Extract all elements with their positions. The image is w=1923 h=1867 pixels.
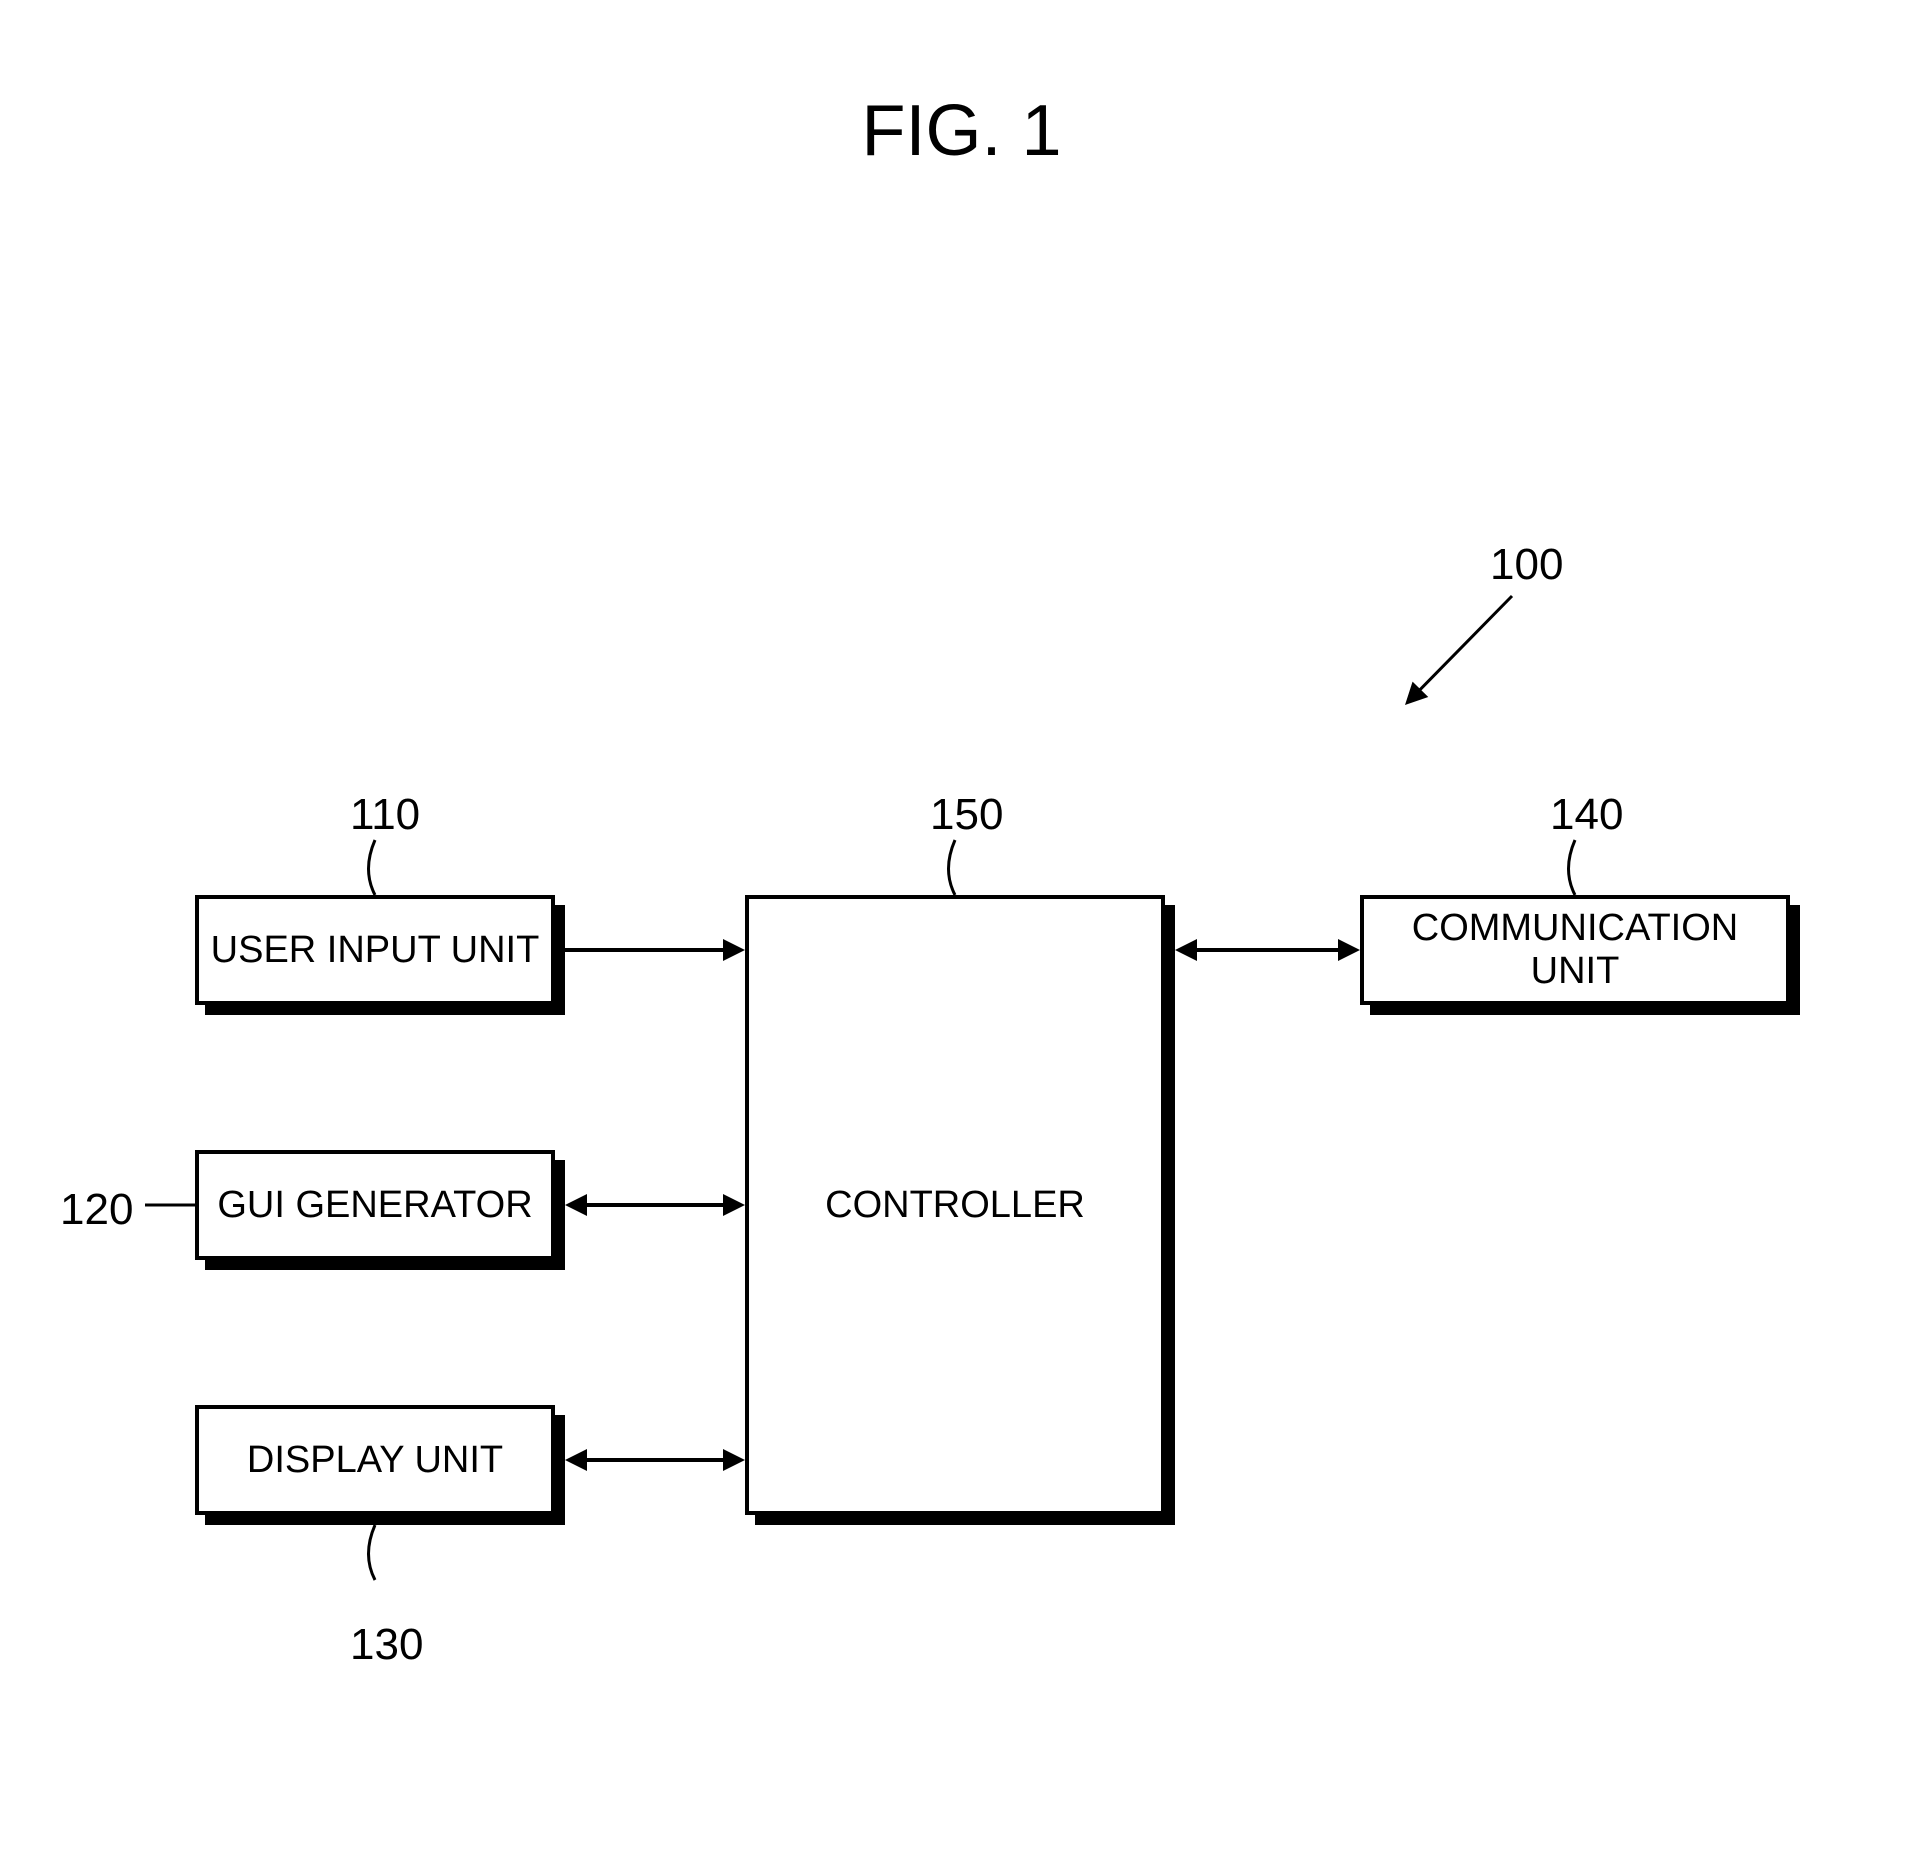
ref-label-140: 140 — [1550, 790, 1623, 840]
block-gui-generator: GUI GENERATOR — [195, 1150, 555, 1260]
ref-label-100: 100 — [1490, 540, 1563, 590]
ref-label-120: 120 — [60, 1185, 133, 1235]
block-gui-generator-label: GUI GENERATOR — [217, 1184, 532, 1227]
block-user-input-unit-label: USER INPUT UNIT — [211, 929, 540, 972]
block-display-unit-label: DISPLAY UNIT — [247, 1439, 503, 1482]
block-controller-label: CONTROLLER — [825, 1184, 1085, 1227]
diagram-canvas: FIG. 1 100 USER INPUT UNIT 110 GUI GENER… — [0, 0, 1923, 1867]
figure-title: FIG. 1 — [0, 90, 1923, 172]
block-communication-unit: COMMUNICATION UNIT — [1360, 895, 1790, 1005]
ref-label-130: 130 — [350, 1620, 423, 1670]
ref-label-150: 150 — [930, 790, 1003, 840]
block-controller: CONTROLLER — [745, 895, 1165, 1515]
block-display-unit: DISPLAY UNIT — [195, 1405, 555, 1515]
block-communication-unit-label: COMMUNICATION UNIT — [1364, 907, 1786, 993]
ref-label-110: 110 — [350, 790, 420, 840]
block-user-input-unit: USER INPUT UNIT — [195, 895, 555, 1005]
